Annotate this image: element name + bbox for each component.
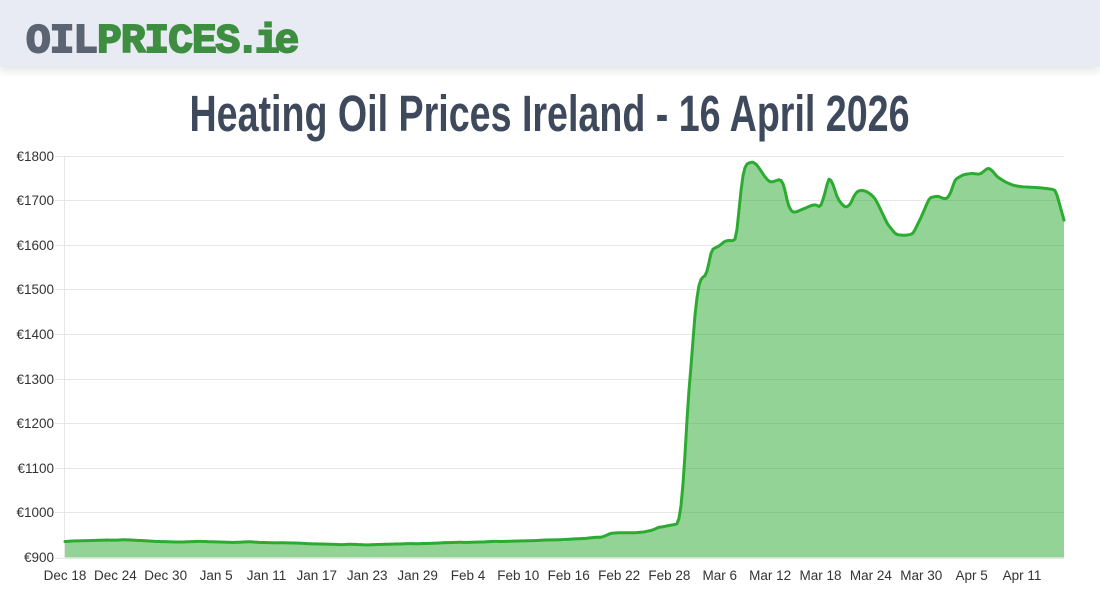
svg-text:Mar 6: Mar 6 xyxy=(703,568,738,583)
svg-text:€1600: €1600 xyxy=(16,238,54,253)
svg-text:€1000: €1000 xyxy=(16,505,54,520)
svg-text:Mar 30: Mar 30 xyxy=(900,568,942,583)
svg-text:Dec 30: Dec 30 xyxy=(144,568,187,583)
svg-text:€900: €900 xyxy=(24,550,54,565)
svg-text:Mar 18: Mar 18 xyxy=(799,568,841,583)
svg-text:Jan 29: Jan 29 xyxy=(397,568,438,583)
svg-text:Jan 23: Jan 23 xyxy=(347,568,388,583)
svg-text:Apr 5: Apr 5 xyxy=(956,568,988,583)
svg-text:Apr 11: Apr 11 xyxy=(1003,568,1042,583)
svg-text:€1400: €1400 xyxy=(16,327,54,342)
svg-text:€1200: €1200 xyxy=(16,416,54,431)
svg-text:Mar 24: Mar 24 xyxy=(850,568,893,583)
svg-text:€1800: €1800 xyxy=(16,149,54,164)
svg-text:Mar 12: Mar 12 xyxy=(749,568,791,583)
svg-text:Jan 5: Jan 5 xyxy=(200,568,233,583)
svg-text:€1700: €1700 xyxy=(16,193,54,208)
svg-text:Dec 18: Dec 18 xyxy=(44,568,87,583)
svg-text:Jan 11: Jan 11 xyxy=(247,568,287,583)
svg-text:Jan 17: Jan 17 xyxy=(297,568,338,583)
svg-text:Dec 24: Dec 24 xyxy=(94,568,137,583)
svg-text:Feb 10: Feb 10 xyxy=(497,568,539,583)
svg-text:Feb 22: Feb 22 xyxy=(598,568,640,583)
svg-text:Feb 28: Feb 28 xyxy=(648,568,690,583)
svg-text:€1100: €1100 xyxy=(17,461,54,476)
svg-text:Feb 16: Feb 16 xyxy=(548,568,590,583)
svg-text:€1500: €1500 xyxy=(16,282,54,297)
svg-text:€1300: €1300 xyxy=(16,372,54,387)
svg-text:Feb 4: Feb 4 xyxy=(451,568,486,583)
